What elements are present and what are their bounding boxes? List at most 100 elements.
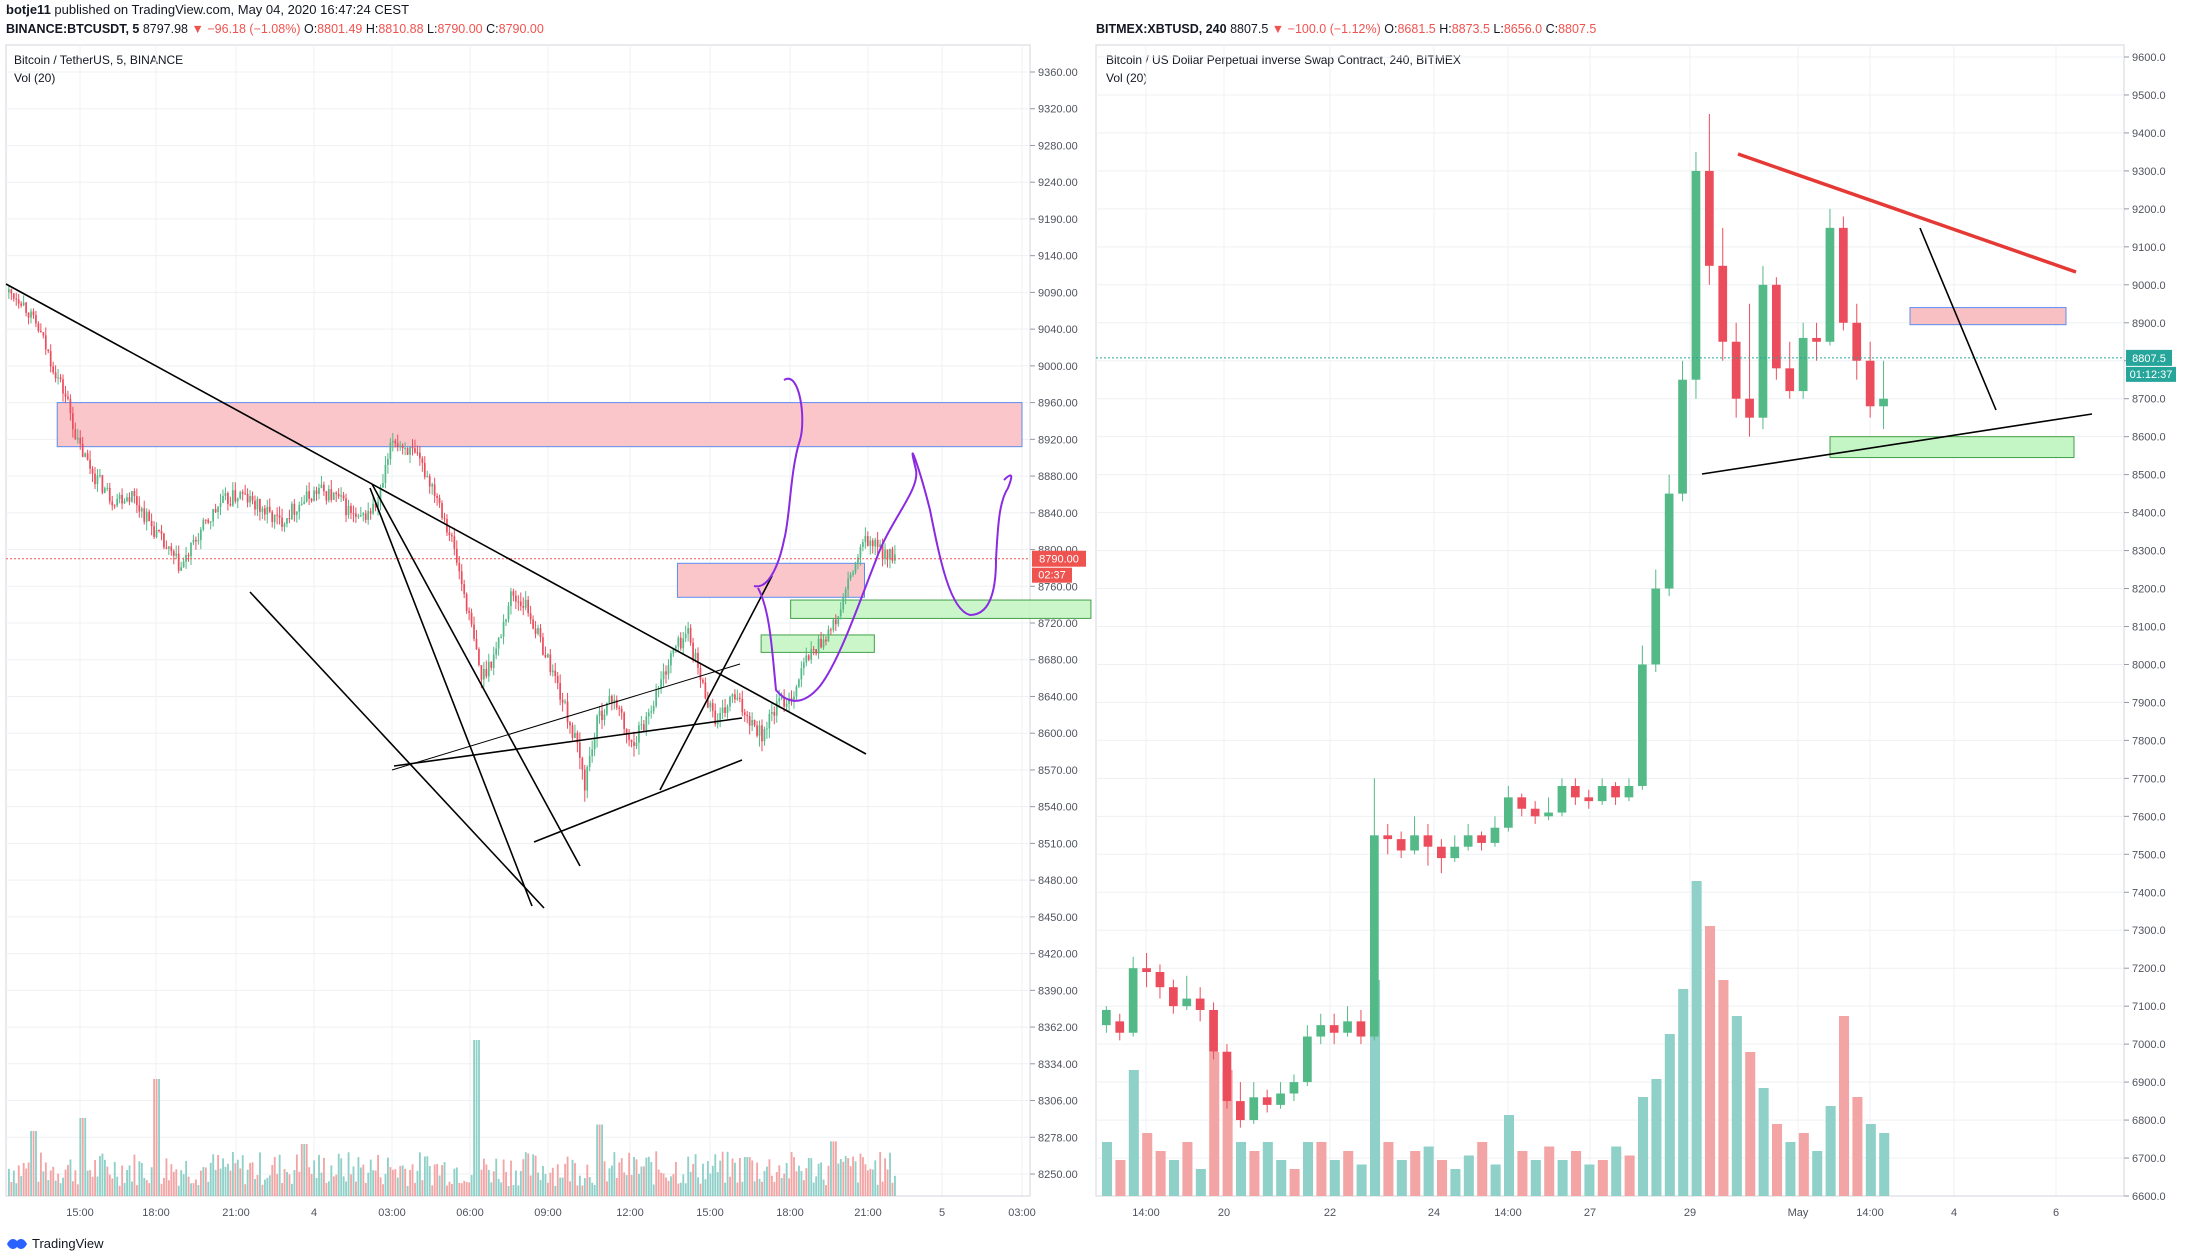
left-candle-body	[131, 491, 133, 502]
left-candle-body	[697, 652, 699, 668]
right-y-tick-label: 8000.0	[2132, 659, 2166, 671]
right-candle-body	[1758, 284, 1768, 418]
left-candle-body	[283, 523, 286, 527]
left-volume-bar	[478, 1040, 480, 1196]
right-y-tick-label: 7700.0	[2132, 773, 2166, 785]
left-volume-bar	[209, 1162, 212, 1196]
left-volume-bar	[738, 1158, 741, 1196]
right-candle-body	[1356, 1021, 1366, 1037]
right-volume-bar	[1745, 1052, 1756, 1196]
right-candle-body	[1249, 1097, 1259, 1121]
left-candle-body	[374, 503, 377, 508]
right-volume-bar	[1530, 1160, 1541, 1196]
right-volume-bar	[1852, 1097, 1863, 1196]
left-trendline	[249, 591, 545, 909]
right-candle-body	[1423, 835, 1433, 847]
left-volume-bar	[138, 1161, 141, 1196]
left-candle-body	[222, 495, 224, 503]
left-x-tick-label: 03:00	[378, 1207, 406, 1219]
left-candle-body	[140, 508, 143, 512]
footer-brand[interactable]: TradingView	[32, 1236, 104, 1251]
left-candle-body	[714, 710, 717, 725]
right-y-tick-label: 8300.0	[2132, 546, 2166, 558]
left-chart-panel: Bitcoin / TetherUS, 5, BINANCE Vol (20) 93…	[5, 44, 1092, 1219]
left-candle-body	[473, 624, 475, 639]
left-volume-bar	[222, 1158, 224, 1196]
left-candle-body	[423, 462, 426, 478]
left-candle-body	[453, 536, 456, 549]
left-candle-body	[618, 707, 621, 709]
left-candle-body	[529, 613, 532, 620]
left-candle-body	[71, 413, 74, 430]
left-candle-body	[770, 712, 773, 714]
left-candle-body	[670, 653, 672, 666]
right-candle-body	[1530, 808, 1540, 817]
right-x-tick-label: 14:00	[1132, 1207, 1160, 1219]
left-candle-body	[44, 335, 47, 350]
left-y-tick-label: 8640.00	[1038, 691, 1078, 703]
left-volume-bar	[505, 1172, 508, 1196]
right-candle-body	[1772, 284, 1781, 369]
left-volume-bar	[490, 1182, 493, 1196]
left-volume-bar	[500, 1182, 503, 1196]
right-volume-bar	[1517, 1151, 1528, 1196]
author-name[interactable]: botje11	[6, 2, 51, 17]
left-volume-bar	[219, 1168, 222, 1196]
left-candle-body	[773, 712, 776, 716]
left-volume-bar	[588, 1177, 591, 1196]
left-volume-bar	[857, 1182, 859, 1196]
left-candle-body	[738, 697, 741, 699]
right-plot-area	[1095, 44, 2125, 1197]
right-volume-bar	[1262, 1142, 1273, 1196]
right-candle-body	[1584, 797, 1594, 802]
left-volume-bar	[300, 1144, 303, 1196]
left-candle-body	[133, 491, 136, 497]
left-y-tick-label: 8570.00	[1038, 765, 1078, 777]
left-volume-bar	[10, 1181, 13, 1196]
left-candle-body	[320, 484, 323, 488]
left-volume-bar	[39, 1152, 42, 1196]
left-candle-body	[364, 513, 367, 520]
left-candle-body	[266, 506, 269, 515]
left-candle-body	[866, 536, 869, 546]
right-candle-body	[1638, 664, 1647, 786]
right-volume-bar	[1504, 1115, 1515, 1196]
left-volume-bar	[448, 1181, 451, 1196]
left-candle-body	[389, 442, 392, 460]
left-volume-bar	[281, 1183, 284, 1196]
right-candle-body	[1463, 835, 1473, 847]
left-projection-drawing	[753, 377, 1013, 702]
left-volume-bar	[783, 1173, 786, 1196]
left-candle-body	[231, 490, 234, 506]
left-volume-bar	[591, 1182, 594, 1196]
left-candle-body	[778, 698, 781, 702]
right-indicator-label: Vol (20)	[1106, 71, 1147, 85]
left-volume-bar	[729, 1176, 731, 1196]
left-volume-bar	[69, 1159, 72, 1196]
left-candle-body	[212, 509, 214, 522]
left-candle-body	[879, 544, 881, 547]
left-volume-bar	[537, 1172, 539, 1196]
left-candle-body	[854, 563, 857, 573]
left-candle-body	[52, 366, 55, 373]
left-candle-body	[704, 682, 707, 699]
right-candle-body	[1839, 227, 1848, 323]
right-candle-body	[1396, 839, 1406, 851]
left-candle-body	[852, 572, 854, 575]
left-candle-body	[12, 293, 15, 299]
left-volume-bar	[271, 1165, 274, 1196]
left-candle-body	[551, 670, 554, 673]
left-volume-bar	[512, 1184, 515, 1196]
left-volume-bar	[91, 1176, 94, 1196]
left-candle-body	[524, 599, 527, 608]
left-candle-body	[451, 535, 453, 537]
left-change: −96.18 (−1.08%)	[207, 22, 301, 36]
left-candle-body	[236, 498, 239, 502]
left-x-tick-label: 18:00	[142, 1207, 170, 1219]
left-candle-body	[414, 448, 416, 453]
left-volume-bar	[564, 1163, 567, 1196]
left-volume-bar	[633, 1156, 635, 1196]
left-volume-bar	[886, 1169, 889, 1196]
left-volume-bar	[687, 1156, 690, 1196]
